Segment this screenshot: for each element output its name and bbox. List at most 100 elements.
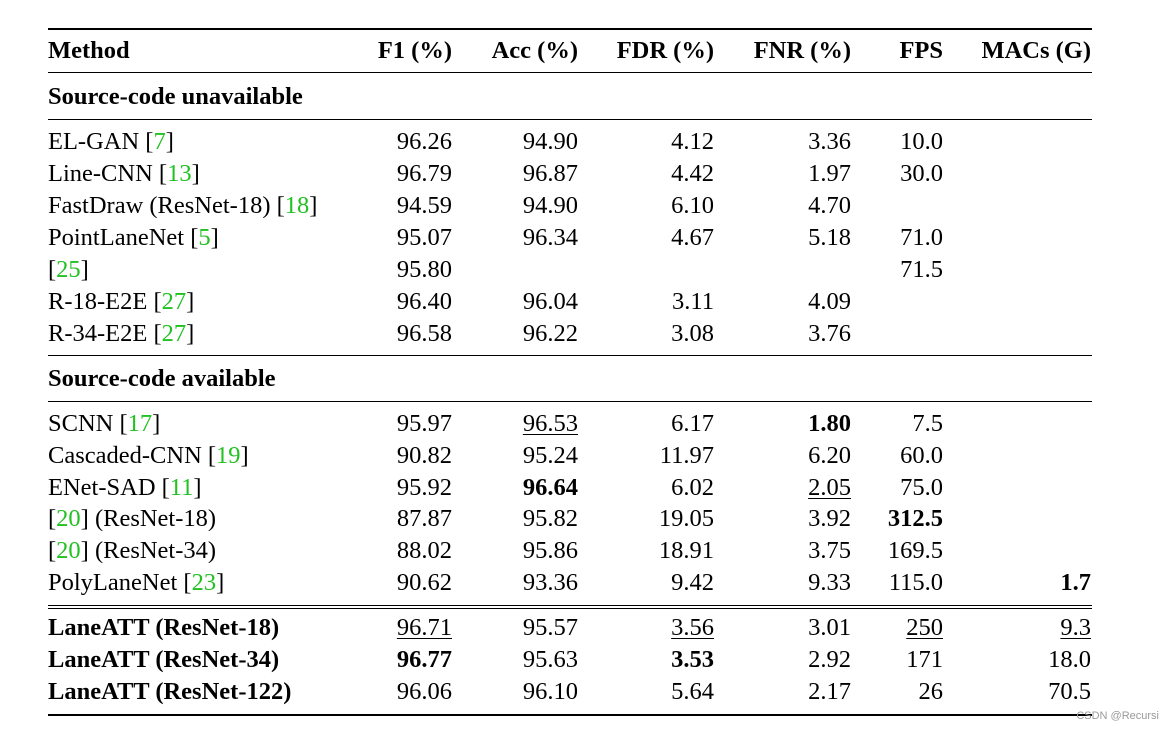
citation-link[interactable]: 19 <box>216 441 241 469</box>
ours-rule-2 <box>48 608 1092 609</box>
method-suffix: ] <box>216 569 225 596</box>
fnr-cell: 2.05 <box>808 473 851 501</box>
citation-link[interactable]: 11 <box>169 473 194 501</box>
group-rule <box>48 355 1092 356</box>
citation-link[interactable]: 20 <box>56 505 81 533</box>
watermark: CSDN @Recursi <box>1076 710 1159 722</box>
citation-link[interactable]: 27 <box>161 320 187 347</box>
citation-link[interactable]: 18 <box>284 192 310 219</box>
method-name: Line-CNN [ <box>48 160 168 187</box>
f1-cell: 88.02 <box>396 537 452 565</box>
method-cell: Cascaded-CNN [19] <box>48 440 249 472</box>
method-cell: LaneATT (ResNet-18) <box>48 614 280 641</box>
fnr-cell: 2.92 <box>808 646 851 673</box>
table-row: LaneATT (ResNet-34) 96.77 95.63 3.53 2.92 171… <box>0 644 1175 676</box>
macs-cell: 18.0 <box>1048 646 1091 673</box>
f1-cell: 90.82 <box>396 441 452 469</box>
f1-cell: 95.92 <box>396 473 452 501</box>
fps-cell: 75.0 <box>900 473 943 501</box>
acc-cell: 96.64 <box>522 473 578 501</box>
header-method: Method <box>48 37 130 64</box>
acc-cell: 96.10 <box>522 678 578 705</box>
method-suffix: ] <box>165 128 174 155</box>
citation-link[interactable]: 13 <box>167 160 192 187</box>
fps-cell: 250 <box>906 614 943 641</box>
method-name: [ <box>48 505 57 533</box>
fdr-cell: 4.67 <box>671 224 714 251</box>
method-name: [ <box>48 537 57 565</box>
table-header: Method F1 (%) Acc (%) FDR (%) FNR (%) FP… <box>0 35 1175 67</box>
fnr-cell: 3.01 <box>808 614 851 641</box>
method-cell: PolyLaneNet [23] <box>48 567 224 599</box>
citation-link[interactable]: 23 <box>191 569 217 596</box>
citation-link[interactable]: 27 <box>161 288 187 315</box>
fdr-cell: 11.97 <box>659 441 714 469</box>
fps-cell: 115.0 <box>888 569 943 596</box>
macs-cell: 1.7 <box>1060 569 1091 596</box>
method-suffix: ] <box>80 256 89 283</box>
fnr-cell: 3.76 <box>808 320 851 347</box>
fps-cell: 71.0 <box>900 224 943 251</box>
method-cell: LaneATT (ResNet-122) <box>48 678 292 705</box>
f1-cell: 96.26 <box>396 128 452 155</box>
fnr-cell: 3.75 <box>808 537 851 565</box>
citation-link[interactable]: 5 <box>198 224 211 251</box>
method-name: R-34-E2E [ <box>48 320 162 347</box>
table-row: [25] 95.80 71.5 <box>0 254 1175 286</box>
f1-cell: 96.79 <box>396 160 452 187</box>
f1-cell: 95.07 <box>396 224 452 251</box>
citation-link[interactable]: 17 <box>127 410 153 437</box>
f1-cell: 96.58 <box>396 320 452 347</box>
fdr-cell: 9.42 <box>671 569 714 596</box>
citation-link[interactable]: 25 <box>56 256 81 283</box>
table-row: [20] (ResNet-18) 87.87 95.82 19.05 3.92 312.5 <box>0 503 1175 535</box>
fdr-cell: 4.12 <box>671 128 714 155</box>
table-row: R-34-E2E [27] 96.58 96.22 3.08 3.76 <box>0 318 1175 350</box>
fdr-cell: 6.17 <box>671 410 714 437</box>
fps-cell: 171 <box>906 646 943 673</box>
citation-link[interactable]: 7 <box>153 128 166 155</box>
acc-cell: 95.86 <box>522 537 578 565</box>
fps-cell: 7.5 <box>912 410 943 437</box>
acc-cell: 96.87 <box>522 160 578 187</box>
fnr-cell: 6.20 <box>808 441 851 469</box>
fnr-cell: 3.36 <box>808 128 851 155</box>
method-name: R-18-E2E [ <box>48 288 162 315</box>
f1-cell: 87.87 <box>396 505 452 533</box>
table-row: LaneATT (ResNet-18) 96.71 95.57 3.56 3.01 250… <box>0 612 1175 644</box>
fdr-cell: 19.05 <box>658 505 714 533</box>
method-name: Cascaded-CNN [ <box>48 441 217 469</box>
method-cell: FastDraw (ResNet-18) [18] <box>48 190 317 222</box>
macs-cell: 70.5 <box>1048 678 1091 705</box>
fnr-cell: 2.17 <box>808 678 851 705</box>
f1-cell: 96.77 <box>396 646 452 673</box>
acc-cell: 95.57 <box>522 614 578 641</box>
method-suffix: ] <box>191 160 200 187</box>
section-rule <box>48 401 1092 402</box>
acc-cell: 95.63 <box>522 646 578 673</box>
method-cell: R-34-E2E [27] <box>48 318 194 350</box>
table-row: ENet-SAD [11] 95.92 96.64 6.02 2.05 75.0 <box>0 472 1175 504</box>
f1-cell: 96.06 <box>396 678 452 705</box>
citation-link[interactable]: 20 <box>56 537 81 565</box>
method-cell: ENet-SAD [11] <box>48 472 202 504</box>
method-cell: SCNN [17] <box>48 408 160 440</box>
method-suffix: ] <box>152 410 161 437</box>
method-name: PolyLaneNet [ <box>48 569 192 596</box>
fnr-cell: 1.97 <box>808 160 851 187</box>
method-cell: LaneATT (ResNet-34) <box>48 646 280 673</box>
method-cell: EL-GAN [7] <box>48 126 174 158</box>
method-cell: [20] (ResNet-34) <box>48 535 216 567</box>
f1-cell: 96.40 <box>396 288 452 315</box>
fdr-cell: 5.64 <box>671 678 714 705</box>
acc-cell: 95.24 <box>522 441 578 469</box>
section-label: Source-code unavailable <box>48 83 303 110</box>
method-suffix: ] <box>186 320 195 347</box>
method-suffix: ] <box>193 473 202 501</box>
method-name: EL-GAN [ <box>48 128 154 155</box>
fdr-cell: 18.91 <box>658 537 714 565</box>
fdr-cell: 6.10 <box>671 192 714 219</box>
acc-cell: 96.04 <box>522 288 578 315</box>
fnr-cell: 4.70 <box>808 192 851 219</box>
table-row: FastDraw (ResNet-18) [18] 94.59 94.90 6.10 4… <box>0 190 1175 222</box>
